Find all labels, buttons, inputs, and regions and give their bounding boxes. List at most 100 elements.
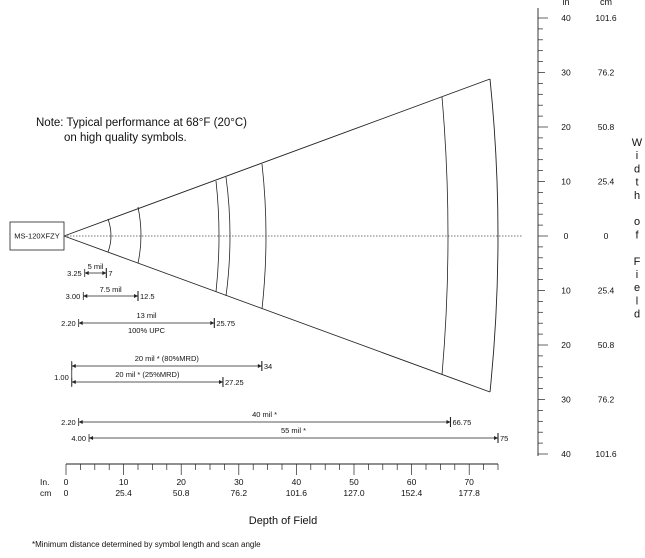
range-bar-start-value: 3.25 (67, 269, 82, 278)
range-bar-end-value: 25.75 (216, 319, 235, 328)
range-bar: 20 mil * (80%MRD) 34 (71, 354, 272, 371)
range-bar-arrow-left (71, 380, 76, 384)
range-bar: 20 mil * (25%MRD) 1.00 27.25 (54, 370, 244, 387)
depth-tick-cm: 127.0 (343, 488, 365, 498)
range-arc-5mil (107, 218, 112, 253)
range-bar-end-value: 27.25 (225, 378, 244, 387)
width-title-letter: d (634, 309, 640, 321)
range-bar-arrow-left (78, 321, 83, 325)
range-bar-arrow-right (257, 364, 262, 368)
range-bars: 5 mil 3.25 7 7.5 mil 3.00 12.5 13 mil 100% UPC 2… (54, 262, 508, 443)
range-bar-label: 5 mil (88, 262, 104, 271)
range-bar-end-value: 7 (108, 269, 112, 278)
width-tick-in: 40 (561, 449, 571, 459)
range-bar: 5 mil 3.25 7 (67, 262, 112, 278)
width-tick-in: 30 (561, 395, 571, 405)
width-title-letter: F (634, 256, 641, 268)
range-bar-end-value: 66.75 (452, 418, 471, 427)
depth-axis-title: Depth of Field (249, 515, 317, 527)
depth-tick-in: 30 (234, 477, 244, 487)
width-axis: in cm 40 101.6 30 76.2 20 50.8 10 25.4 0 0 10 25.4 2… (537, 0, 617, 459)
width-tick-in: 30 (561, 68, 571, 78)
width-title-letter: o (634, 216, 640, 228)
depth-tick-in: 0 (64, 477, 69, 487)
width-tick-cm: 0 (604, 231, 609, 241)
range-bar: 40 mil * 2.20 66.75 (61, 410, 471, 427)
range-bar-arrow-right (446, 420, 451, 424)
width-unit-in: in (562, 0, 569, 7)
beam-end-arc (489, 78, 499, 393)
range-bar-end-value: 12.5 (140, 292, 155, 301)
width-tick-in: 10 (561, 286, 571, 296)
range-bar-arrow-right (494, 436, 498, 440)
width-tick-cm: 101.6 (595, 449, 617, 459)
width-tick-cm: 76.2 (598, 395, 615, 405)
width-tick-cm: 101.6 (595, 13, 617, 23)
width-title-letter: d (634, 163, 640, 175)
width-tick-cm: 76.2 (598, 68, 615, 78)
range-bar-start-value: 1.00 (54, 373, 69, 382)
range-bar-arrow-right (218, 380, 223, 384)
depth-tick-in: 20 (176, 477, 186, 487)
width-title-letter: i (636, 150, 638, 162)
range-arc-7-5mil (137, 206, 142, 264)
width-tick-in: 10 (561, 177, 571, 187)
width-title-letter: W (632, 137, 643, 149)
scanner-label: MS-120XFZY (14, 232, 59, 241)
range-bar: 13 mil 100% UPC 2.20 25.75 (61, 311, 235, 335)
width-tick-cm: 25.4 (598, 286, 615, 296)
depth-tick-cm: 76.2 (231, 488, 248, 498)
depth-unit-cm: cm (40, 488, 51, 498)
range-bar-label: 20 mil * (80%MRD) (135, 354, 200, 363)
range-bar-label: 55 mil * (281, 426, 306, 435)
width-title-letter: e (634, 282, 640, 294)
range-bar-label: 13 mil (136, 311, 156, 320)
depth-tick-cm: 152.4 (401, 488, 423, 498)
range-bar: 7.5 mil 3.00 12.5 (66, 285, 155, 301)
range-bar-label: 7.5 mil (100, 285, 122, 294)
width-unit-cm: cm (600, 0, 612, 7)
depth-tick-cm: 101.6 (286, 488, 308, 498)
depth-unit-in: In. (40, 477, 49, 487)
depth-tick-in: 10 (119, 477, 129, 487)
depth-tick-in: 50 (349, 477, 359, 487)
width-tick-in: 40 (561, 13, 571, 23)
beam-lower-edge (63, 235, 491, 393)
width-tick-cm: 25.4 (598, 177, 615, 187)
width-title-letter: h (634, 190, 640, 202)
range-bar-start-value: 3.00 (66, 292, 81, 301)
width-tick-in: 0 (564, 231, 569, 241)
range-arc-40mil (441, 96, 449, 376)
depth-tick-in: 60 (407, 477, 417, 487)
range-bar-arrow-left (89, 436, 94, 440)
range-bar-arrow-left (84, 271, 89, 275)
range-bar-arrow-left (71, 364, 76, 368)
width-title-letter: l (636, 295, 638, 307)
footnote: *Minimum distance determined by symbol l… (32, 540, 261, 549)
range-arc-13mil (215, 180, 220, 293)
beam-upper-edge (63, 78, 491, 237)
depth-tick-in: 40 (292, 477, 302, 487)
width-title-letter: f (635, 229, 639, 241)
depth-tick-cm: 50.8 (173, 488, 190, 498)
range-bar-start-value: 4.00 (71, 434, 86, 443)
range-arc-20mil-25 (225, 176, 231, 297)
depth-tick-cm: 177.8 (459, 488, 481, 498)
range-bar-start-value: 2.20 (61, 418, 76, 427)
depth-tick-cm: 0 (64, 488, 69, 498)
width-tick-in: 20 (561, 340, 571, 350)
range-bar-label: 40 mil * (252, 410, 277, 419)
range-bar-sublabel: 100% UPC (128, 326, 166, 335)
range-bar-arrow-right (102, 271, 107, 275)
scanner-box (9, 221, 65, 251)
range-bar-label: 20 mil * (25%MRD) (115, 370, 180, 379)
range-bar-start-value: 2.20 (61, 319, 76, 328)
range-bar-end-value: 75 (500, 434, 508, 443)
width-tick-in: 20 (561, 122, 571, 132)
range-bar-end-value: 34 (264, 362, 272, 371)
width-tick-cm: 50.8 (598, 122, 615, 132)
